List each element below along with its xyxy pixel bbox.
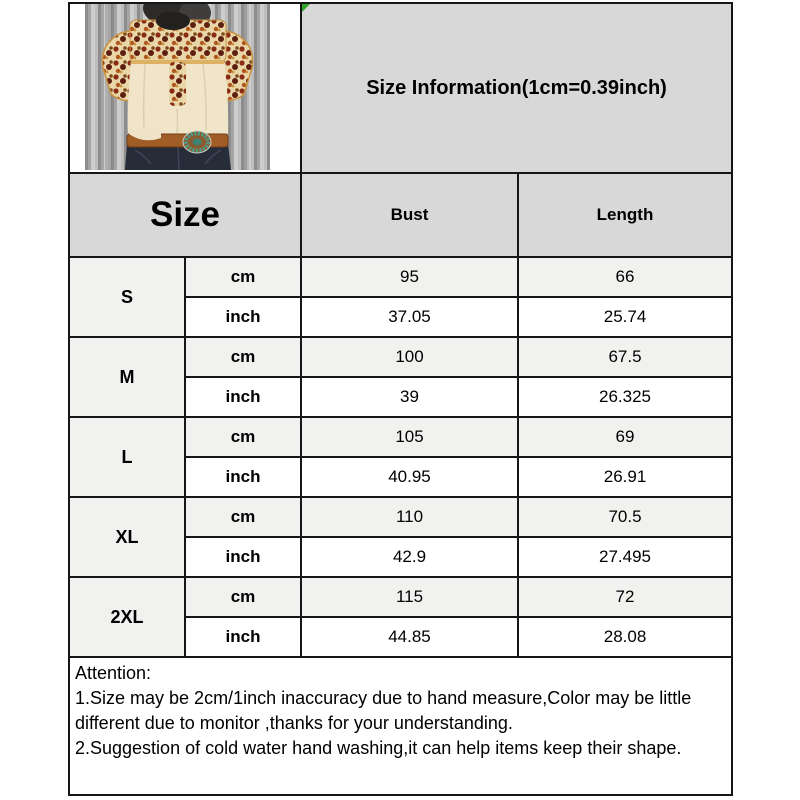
bust-value: 39 [300,376,519,418]
length-value: 26.91 [516,456,734,498]
unit-label: cm [184,416,302,458]
table-row: inch 39 26.325 [69,376,734,418]
length-value: 67.5 [516,336,734,378]
table-row: inch 44.85 28.08 [69,616,734,658]
belt-buckle [182,130,212,154]
header-length: Length [516,172,734,258]
size-label-l: L [68,416,186,498]
unit-label: inch [184,296,302,338]
corner-flag-icon [303,5,310,13]
bust-value: 37.05 [300,296,519,338]
header-bust: Bust [300,172,519,258]
bust-value: 40.95 [300,456,519,498]
bust-value: 100 [300,336,519,378]
unit-label: inch [184,536,302,578]
table-row: inch 40.95 26.91 [69,456,734,498]
size-label-2xl: 2XL [68,576,186,658]
bust-value: 44.85 [300,616,519,658]
bust-value: 115 [300,576,519,618]
table-row: inch 37.05 25.74 [69,296,734,338]
size-label-s: S [68,256,186,338]
sheet-title: Size Information(1cm=0.39inch) [366,76,667,99]
jeans [125,144,231,171]
size-label-m: M [68,336,186,418]
unit-label: inch [184,456,302,498]
unit-label: inch [184,616,302,658]
product-photo [85,5,270,171]
unit-label: cm [184,256,302,298]
attention-note-1: 1.Size may be 2cm/1inch inaccuracy due t… [75,688,692,733]
length-value: 72 [516,576,734,618]
bust-value: 110 [300,496,519,538]
length-value: 70.5 [516,496,734,538]
length-value: 26.325 [516,376,734,418]
attention-row: Attention: 1.Size may be 2cm/1inch inacc… [67,656,734,796]
table-row: M cm 100 67.5 [68,336,734,418]
length-value: 69 [516,416,734,458]
bust-value: 95 [300,256,519,298]
size-label-xl: XL [68,496,186,578]
unit-label: cm [184,496,302,538]
bust-value: 105 [300,416,519,458]
unit-label: inch [184,376,302,418]
table-row: inch 42.9 27.495 [69,536,734,578]
length-value: 27.495 [516,536,734,578]
table-row: S cm 95 66 [68,256,734,338]
length-value: 28.08 [516,616,734,658]
header-size: Size [68,172,302,258]
table-row: L cm 105 69 [68,416,734,498]
attention-cell: Attention: 1.Size may be 2cm/1inch inacc… [67,656,734,796]
length-value: 25.74 [516,296,734,338]
product-photo-cell [68,2,302,174]
table-row: 2XL cm 115 72 [68,576,734,658]
table-header-row: Size Bust Length [68,172,734,258]
unit-label: cm [184,576,302,618]
attention-heading: Attention: [75,663,152,683]
sheet-title-cell: Size Information(1cm=0.39inch) [299,2,734,174]
size-table: Size Information(1cm=0.39inch) Size Bust… [67,2,734,796]
bust-value: 42.9 [300,536,519,578]
length-value: 66 [516,256,734,298]
table-row: XL cm 110 70.5 [68,496,734,578]
unit-label: cm [184,336,302,378]
attention-note-2: 2.Suggestion of cold water hand washing,… [75,738,682,758]
photo-title-row: Size Information(1cm=0.39inch) [68,2,734,174]
product-photo-illustration [85,5,270,171]
blouse [101,12,254,139]
size-chart-sheet: Size Information(1cm=0.39inch) Size Bust… [67,2,734,796]
